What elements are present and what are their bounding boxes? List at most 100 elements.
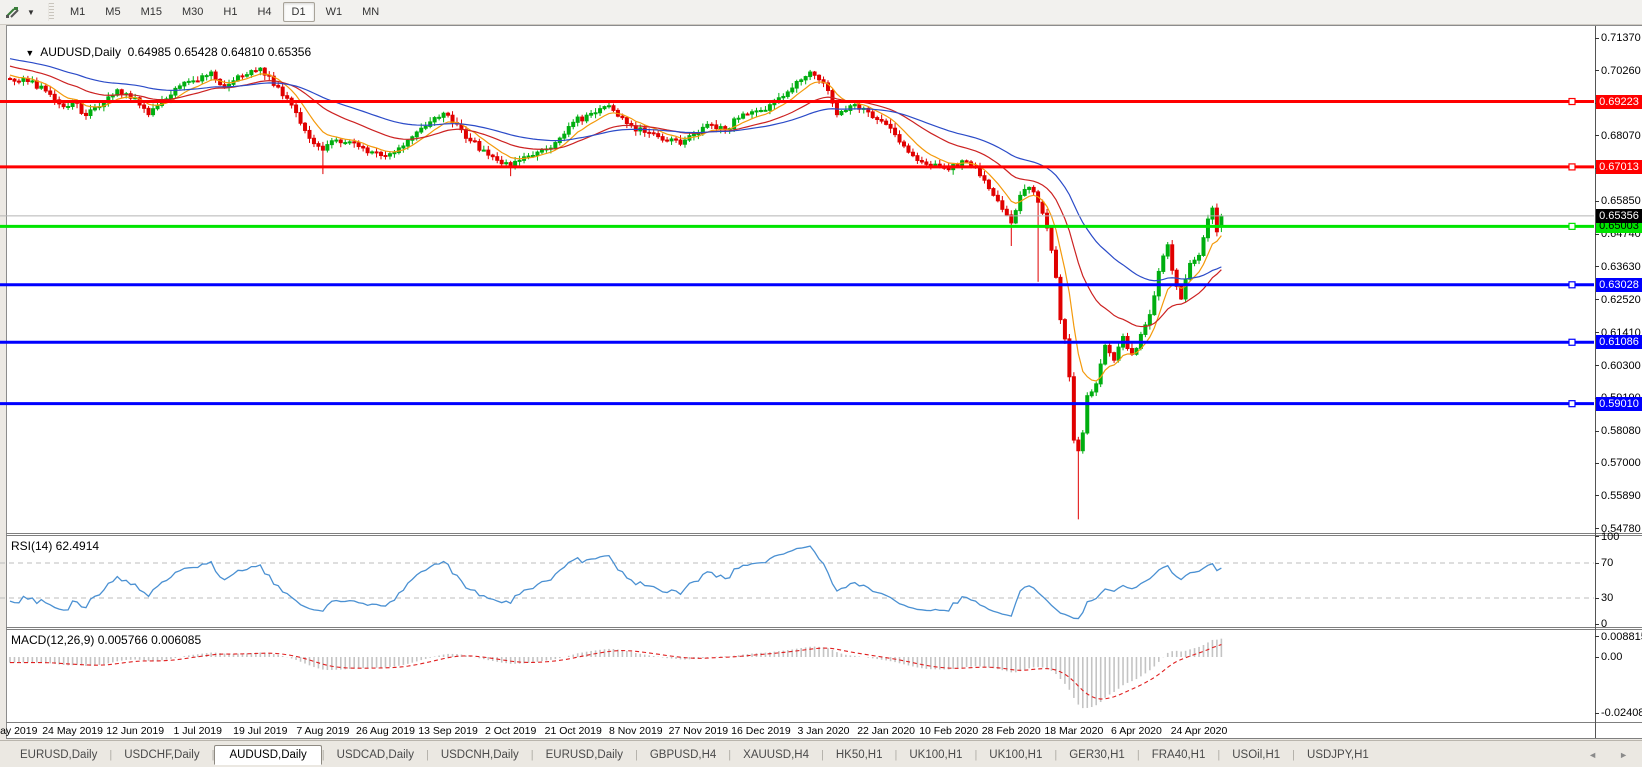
candle-down <box>1058 276 1063 321</box>
candle-down <box>1000 200 1005 210</box>
tab-separator: | <box>530 748 534 761</box>
tab-usdcad-daily[interactable]: USDCAD,Daily <box>336 748 414 761</box>
candle-up <box>88 109 93 117</box>
candle-up <box>767 104 772 111</box>
timeframe-button-h1[interactable]: H1 <box>223 6 238 18</box>
candle-down <box>383 155 388 158</box>
candle-up <box>249 70 254 76</box>
tab-xauusd-h4[interactable]: XAUUSD,H4 <box>743 748 809 761</box>
line-handle[interactable] <box>1568 281 1576 289</box>
date-tick-label: 22 Jan 2020 <box>857 725 916 737</box>
tab-uk100-h1[interactable]: UK100,H1 <box>989 748 1043 761</box>
date-tick-label: 18 Mar 2020 <box>1044 725 1104 737</box>
chart-mode-dropdown-icon[interactable]: ▼ <box>27 7 35 17</box>
timeframe-button-mn[interactable]: MN <box>362 6 380 18</box>
candle-up <box>1161 255 1166 272</box>
symbol-dropdown-icon[interactable]: ▼ <box>25 48 35 58</box>
candle-up <box>1022 188 1027 196</box>
macd-pane[interactable] <box>0 630 1642 722</box>
date-tick-label: 13 Sep 2019 <box>418 725 478 737</box>
pane-separator[interactable] <box>6 627 1642 628</box>
candle-down <box>1040 201 1045 214</box>
tab-hk50-h1[interactable]: HK50,H1 <box>835 748 883 761</box>
axis-tick <box>1595 528 1599 530</box>
tab-separator: | <box>1292 748 1296 761</box>
pane-separator[interactable] <box>6 629 1642 630</box>
tab-eurusd-daily[interactable]: EURUSD,Daily <box>545 748 623 761</box>
candle-up <box>481 149 486 152</box>
timeframe-button-w1[interactable]: W1 <box>325 6 343 18</box>
pane-separator[interactable] <box>6 535 1642 536</box>
candle-down <box>307 129 312 139</box>
candle-down <box>490 154 495 158</box>
date-tick-label: 28 Feb 2020 <box>981 725 1041 737</box>
tab-usoil-h1[interactable]: USOil,H1 <box>1232 748 1281 761</box>
line-handle[interactable] <box>1568 338 1576 346</box>
timeframe-button-h4[interactable]: H4 <box>257 6 272 18</box>
candle-down <box>499 159 504 165</box>
candle-up <box>423 125 428 129</box>
tab-scroll-left-icon[interactable]: ◄ <box>1588 749 1598 760</box>
chart-title-symbol: AUDUSD,Daily <box>40 45 121 59</box>
axis-tick <box>1595 135 1599 137</box>
candle-up <box>799 79 804 82</box>
price-tick-label: 0.54780 <box>1601 522 1641 535</box>
candle-down <box>611 105 616 111</box>
candle-up <box>1098 363 1103 385</box>
candle-down <box>446 112 451 116</box>
timeframe-button-m1[interactable]: M1 <box>70 6 86 18</box>
candle-down <box>870 111 875 119</box>
candle-down <box>642 127 647 133</box>
price-tick-label: 0.55890 <box>1601 489 1641 502</box>
axis-tick <box>1595 562 1599 564</box>
candle-down <box>280 86 285 97</box>
date-tick-label: 3 Jan 2020 <box>797 725 850 737</box>
tab-eurusd-daily[interactable]: EURUSD,Daily <box>20 748 98 761</box>
candle-down <box>1004 208 1009 216</box>
candle-down <box>374 151 379 154</box>
price-tick-label: 0.60300 <box>1601 359 1641 372</box>
line-handle[interactable] <box>1568 400 1576 408</box>
tab-usdcnh-daily[interactable]: USDCNH,Daily <box>440 748 519 761</box>
pane-separator[interactable] <box>6 533 1642 534</box>
chart-mode-icon[interactable] <box>2 3 24 21</box>
moving-average-line <box>9 58 1222 282</box>
tab-audusd-daily[interactable]: AUDUSD,Daily <box>214 744 322 765</box>
timeframe-button-m5[interactable]: M5 <box>105 6 121 18</box>
price-tick-label: 0.65850 <box>1601 195 1641 208</box>
candle-down <box>52 93 57 101</box>
candle-down <box>316 143 321 147</box>
candle-up <box>405 139 410 147</box>
candle-up <box>848 105 853 111</box>
timeframe-button-m30[interactable]: M30 <box>181 6 204 18</box>
level-price-chip: 0.69223 <box>1596 94 1642 109</box>
axis-tick <box>1595 623 1599 625</box>
rsi-tick-label: 0 <box>1601 618 1608 631</box>
macd-tick-label: 0.00 <box>1601 651 1623 663</box>
axis-tick <box>1595 597 1599 599</box>
candle-up <box>705 123 710 128</box>
tab-ger30-h1[interactable]: GER30,H1 <box>1069 748 1125 761</box>
candle-up <box>682 139 687 145</box>
line-handle[interactable] <box>1568 163 1576 171</box>
tab-usdchf-daily[interactable]: USDCHF,Daily <box>124 748 200 761</box>
candle-down <box>919 160 924 163</box>
chart-area[interactable] <box>6 25 1642 739</box>
candle-down <box>195 80 200 83</box>
tab-usdjpy-h1[interactable]: USDJPY,H1 <box>1307 748 1369 761</box>
tab-fra40-h1[interactable]: FRA40,H1 <box>1151 748 1206 761</box>
tab-uk100-h1[interactable]: UK100,H1 <box>909 748 963 761</box>
candle-down <box>16 80 21 83</box>
tab-gbpusd-h4[interactable]: GBPUSD,H4 <box>649 748 717 761</box>
moving-average-line <box>9 73 1222 382</box>
tab-scroll-right-icon[interactable]: ► <box>1619 749 1628 760</box>
timeframe-button-m15[interactable]: M15 <box>140 6 162 18</box>
axis-tick <box>1595 200 1599 202</box>
macd-tick-label: 0.008815 <box>1601 630 1642 643</box>
line-handle[interactable] <box>1568 222 1576 230</box>
line-handle[interactable] <box>1568 97 1576 106</box>
timeframe-button-d1[interactable]: D1 <box>282 2 315 22</box>
candle-up <box>602 106 607 110</box>
price-pane[interactable] <box>0 26 1642 533</box>
rsi-pane[interactable] <box>0 536 1642 627</box>
